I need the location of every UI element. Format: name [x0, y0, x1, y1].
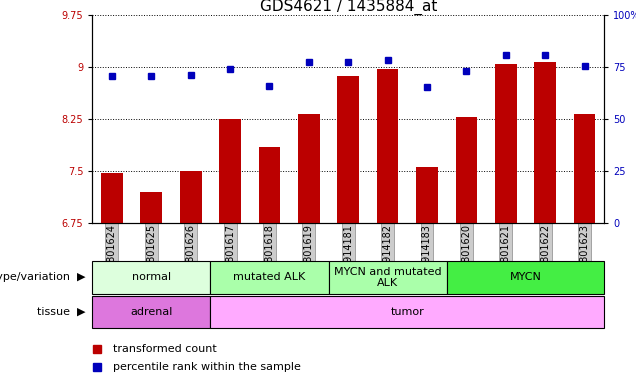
Bar — [416, 167, 438, 223]
Text: percentile rank within the sample: percentile rank within the sample — [113, 362, 301, 372]
Text: genotype/variation  ▶: genotype/variation ▶ — [0, 272, 86, 283]
Bar — [211, 296, 604, 328]
Bar — [455, 117, 477, 223]
Bar — [574, 114, 595, 223]
Bar — [211, 261, 329, 294]
Text: normal: normal — [132, 272, 171, 283]
Text: mutated ALK: mutated ALK — [233, 272, 305, 283]
Text: MYCN and mutated
ALK: MYCN and mutated ALK — [334, 266, 441, 288]
Bar — [495, 64, 516, 223]
Bar — [329, 261, 446, 294]
Bar — [92, 296, 211, 328]
Bar — [377, 69, 398, 223]
Bar — [141, 192, 162, 223]
Bar — [337, 76, 359, 223]
Bar — [446, 261, 604, 294]
Bar — [298, 114, 320, 223]
Text: transformed count: transformed count — [113, 344, 216, 354]
Bar — [180, 171, 202, 223]
Bar — [259, 147, 280, 223]
Bar — [101, 173, 123, 223]
Bar — [534, 62, 556, 223]
Text: tissue  ▶: tissue ▶ — [38, 307, 86, 317]
Bar — [92, 261, 211, 294]
Bar — [219, 119, 241, 223]
Text: adrenal: adrenal — [130, 307, 172, 317]
Title: GDS4621 / 1435884_at: GDS4621 / 1435884_at — [259, 0, 437, 15]
Text: tumor: tumor — [391, 307, 424, 317]
Text: MYCN: MYCN — [509, 272, 541, 283]
